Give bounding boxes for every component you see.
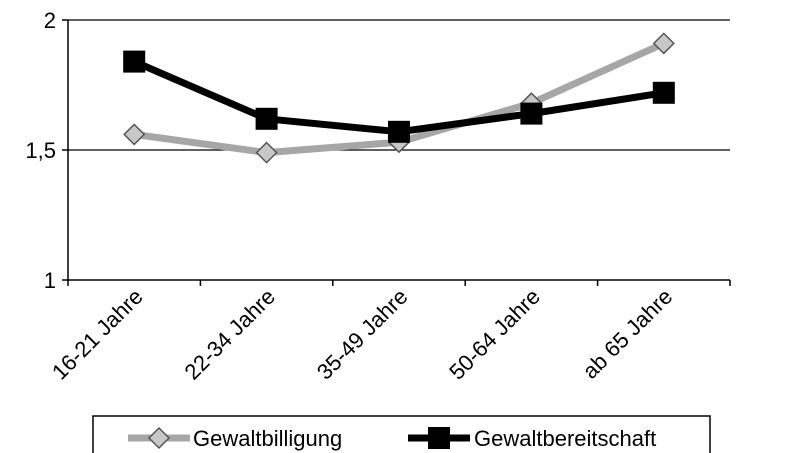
legend-box — [92, 415, 711, 453]
legend: Gewaltbilligung Gewaltbereitschaft — [92, 415, 711, 453]
data-point — [652, 32, 675, 55]
data-point — [255, 107, 278, 130]
legend-marker-gewaltbilligung — [147, 426, 171, 450]
y-tick-label: 1,5 — [25, 138, 56, 163]
series-layer — [123, 32, 675, 164]
legend-marker-gewaltbereitschaft — [428, 427, 450, 449]
y-tick-label: 2 — [44, 8, 56, 33]
data-point — [123, 50, 146, 73]
data-point — [123, 123, 146, 146]
x-tick-label: 22-34 Jahre — [179, 284, 280, 385]
x-axis-ticks: 16-21 Jahre 22-34 Jahre 35-49 Jahre 50-64 J… — [47, 280, 731, 385]
data-point — [520, 102, 543, 125]
data-point — [388, 120, 410, 143]
x-tick-label: 50-64 Jahre — [444, 284, 545, 385]
data-point — [652, 81, 675, 104]
y-tick-label: 1 — [44, 268, 56, 293]
x-tick-label: 35-49 Jahre — [312, 284, 413, 385]
y-axis-ticks: 11,52 — [25, 8, 68, 293]
data-point — [255, 141, 278, 164]
legend-label-gewaltbereitschaft: Gewaltbereitschaft — [474, 426, 656, 451]
legend-label-gewaltbilligung: Gewaltbilligung — [193, 426, 342, 451]
x-tick-label: 16-21 Jahre — [47, 284, 148, 385]
x-tick-label: ab 65 Jahre — [577, 284, 677, 384]
